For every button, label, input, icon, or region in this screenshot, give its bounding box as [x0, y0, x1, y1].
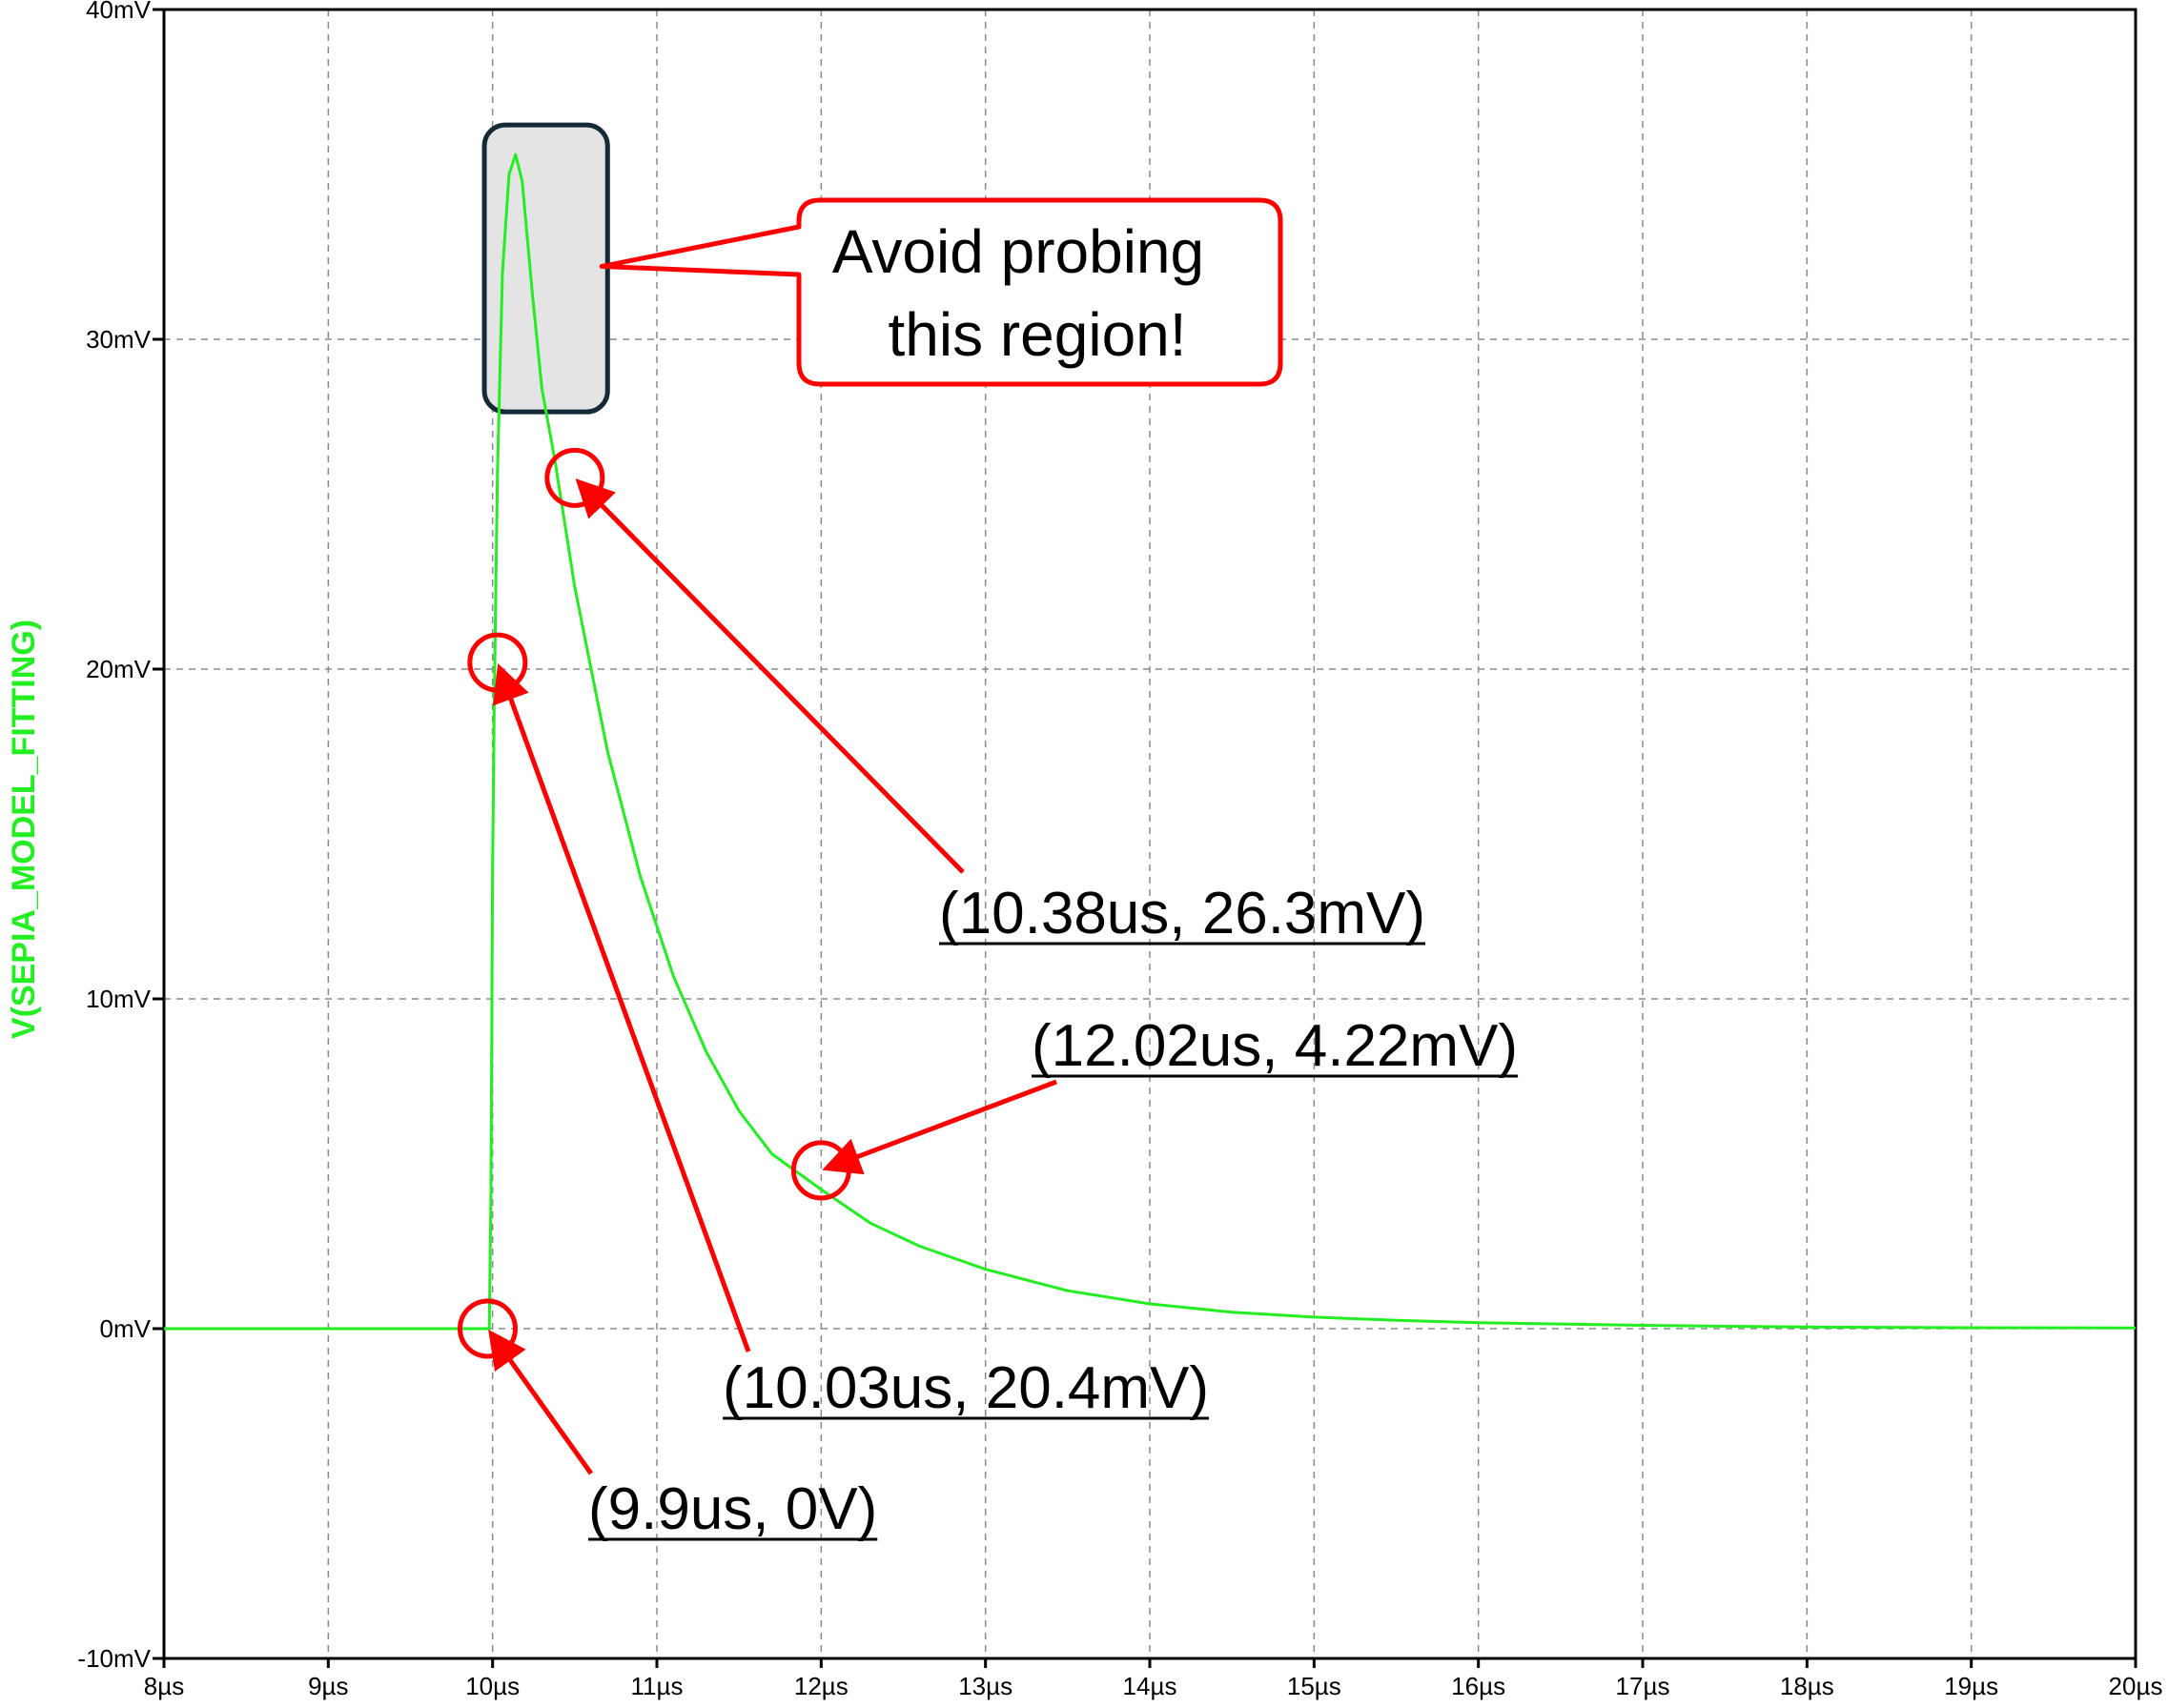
point-arrow — [488, 1329, 594, 1475]
x-tick-label: 10µs — [465, 1672, 520, 1700]
y-axis-label: V(SEPIA_MODEL_FITTING) — [6, 620, 42, 1039]
callout: Avoid probing this region! — [599, 197, 1283, 387]
callout-line-1: Avoid probing — [832, 217, 1204, 286]
x-tick-label: 11µs — [631, 1672, 684, 1700]
y-tick-label: 20mV — [86, 655, 152, 683]
series-layer — [164, 152, 2137, 1331]
point-arrow — [493, 663, 751, 1352]
x-tick-label: 8µs — [144, 1672, 184, 1700]
x-tick-label: 18µs — [1780, 1672, 1834, 1700]
x-axis-ticks: 8µs 9µs 10µs 11µs 12µs 13µs 14µs 15µs 16µs 17µs 18… — [144, 1658, 2163, 1700]
callout-line-2: this region! — [888, 300, 1186, 369]
y-tick-label: 30mV — [86, 325, 152, 354]
x-tick-label: 9µs — [308, 1672, 348, 1700]
y-tick-label: 10mV — [86, 985, 152, 1013]
point-marker-circle — [544, 447, 605, 508]
y-tick-label: -10mV — [77, 1644, 151, 1673]
point-marker-circle — [467, 632, 528, 693]
x-tick-label: 17µs — [1616, 1672, 1670, 1700]
point-arrow — [575, 478, 965, 874]
y-axis-ticks: -10mV 0mV 10mV 20mV 30mV 40mV — [77, 0, 164, 1673]
y-tick-label: 40mV — [86, 0, 152, 24]
point-label: (9.9us, 0V) — [588, 1476, 877, 1542]
y-tick-label: 0mV — [100, 1314, 152, 1343]
x-tick-label: 14µs — [1123, 1672, 1177, 1700]
point-arrow — [822, 1079, 1057, 1175]
point-label: (10.03us, 20.4mV) — [723, 1355, 1209, 1421]
series-line — [164, 152, 2137, 1331]
point-label: (12.02us, 4.22mV) — [1032, 1013, 1518, 1079]
x-tick-label: 20µs — [2109, 1672, 2163, 1700]
x-tick-label: 12µs — [794, 1672, 849, 1700]
point-marker-circle — [457, 1298, 518, 1359]
x-tick-label: 19µs — [1944, 1672, 1998, 1700]
point-label: (10.38us, 26.3mV) — [939, 881, 1425, 946]
x-tick-label: 15µs — [1287, 1672, 1341, 1700]
point-annotations: (9.9us, 0V) (10.03us, 20.4mV) (10.38us, 26… — [457, 447, 1519, 1542]
x-tick-label: 16µs — [1451, 1672, 1505, 1700]
x-tick-label: 13µs — [958, 1672, 1012, 1700]
callout-bubble — [599, 197, 1283, 387]
